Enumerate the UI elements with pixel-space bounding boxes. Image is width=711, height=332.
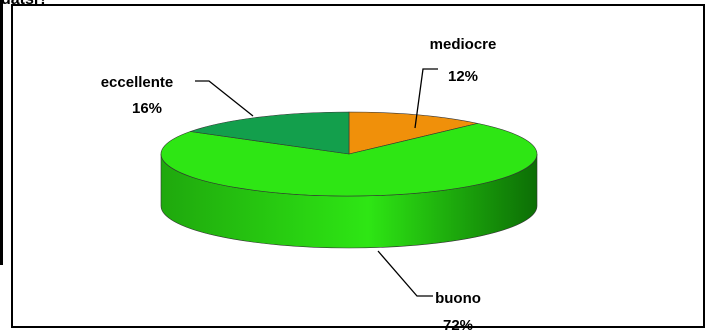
leader-line-buono bbox=[377, 250, 433, 297]
chart-area: mediocre 12% buono 72% eccellente 16% bbox=[11, 4, 705, 330]
label-name-mediocre: mediocre bbox=[430, 36, 497, 53]
label-name-buono: buono bbox=[435, 290, 481, 307]
leader-line-eccellente bbox=[195, 80, 254, 117]
left-border-line bbox=[0, 0, 3, 265]
pie-chart: mediocre 12% buono 72% eccellente 16% bbox=[101, 36, 538, 330]
label-value-buono: 72% bbox=[443, 317, 473, 330]
pie-slice-buono bbox=[160, 123, 538, 197]
leader-line-mediocre bbox=[414, 68, 438, 129]
pie-slice-eccellente bbox=[190, 111, 350, 155]
pie-slice-mediocre bbox=[348, 111, 478, 155]
label-value-eccellente: 16% bbox=[132, 100, 162, 117]
label-value-mediocre: 12% bbox=[448, 68, 478, 85]
label-name-eccellente: eccellente bbox=[101, 74, 174, 91]
